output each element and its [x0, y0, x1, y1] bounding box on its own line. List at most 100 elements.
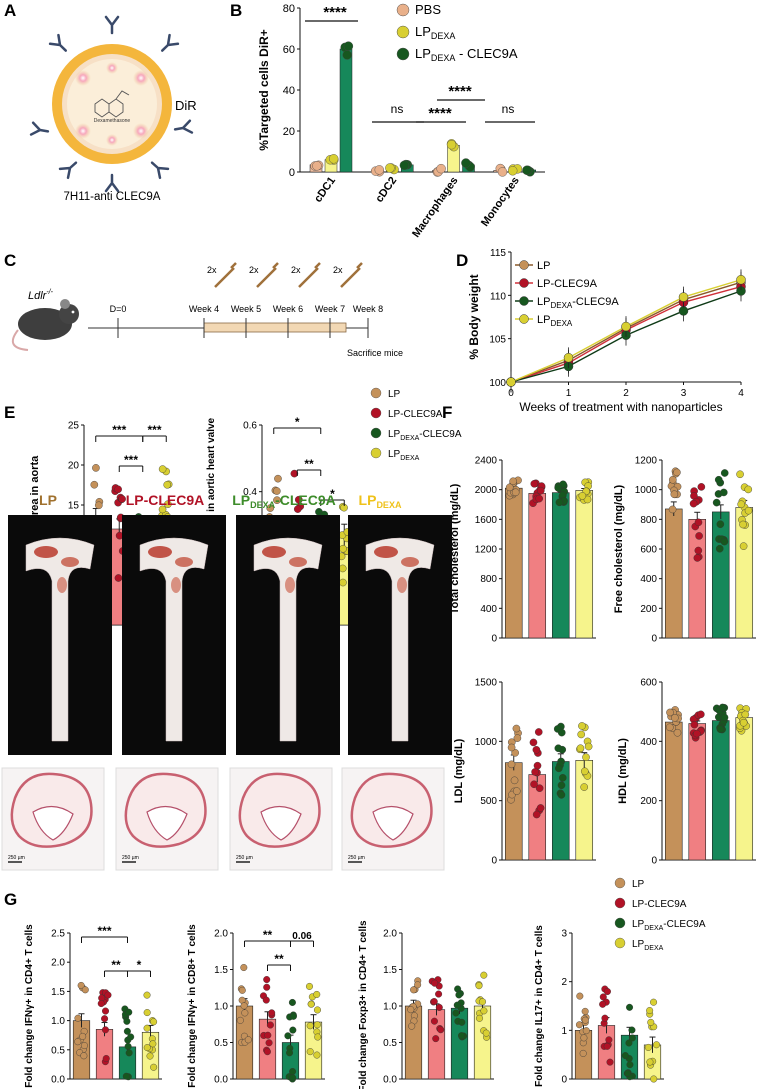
- data-point: [289, 1026, 297, 1034]
- y-tick-label: 0: [651, 634, 657, 645]
- y-tick-label: 600: [640, 545, 657, 556]
- legend-marker: [370, 447, 382, 459]
- data-point: [581, 1007, 589, 1015]
- data-point: [314, 1033, 322, 1041]
- y-tick-label: 100: [489, 378, 506, 389]
- y-tick-label: 1.0: [214, 1002, 228, 1013]
- data-point: [150, 1018, 158, 1026]
- treatment-timeline: Ldlr-/- D=0 Week 4 Week 5 Week 6 Week 7 Week …: [11, 262, 403, 358]
- legend-marker: [396, 3, 410, 17]
- scale-bar-label: 250 µm: [348, 855, 365, 861]
- data-point: [273, 496, 281, 504]
- data-point: [266, 1021, 274, 1029]
- lesion-stain: [171, 577, 181, 593]
- bar: [551, 492, 570, 639]
- data-point: [512, 787, 521, 795]
- antibody-icon: [104, 173, 120, 193]
- image-title-lpdexa-clec9a: LPDEXA-CLEC9A: [232, 492, 336, 510]
- liposome-diagram: Dexamethasone DiR 7H11-anti CLEC9A: [29, 15, 197, 203]
- syringe-icon: [256, 262, 279, 288]
- panel-letter-d: D: [456, 251, 468, 270]
- data-point: [164, 500, 172, 509]
- data-point: [339, 544, 347, 553]
- y-tick-label: 25: [68, 421, 80, 432]
- y-tick-label: 40: [283, 85, 295, 97]
- data-point: [480, 1007, 488, 1015]
- data-point: [555, 498, 564, 507]
- y-axis-label: %Targeted cells DiR+: [257, 29, 271, 151]
- data-point: [497, 167, 508, 177]
- scale-bar-label: 250 µm: [236, 855, 253, 861]
- y-tick-label: 0: [651, 856, 657, 867]
- data-point: [385, 163, 395, 173]
- data-point: [736, 470, 744, 479]
- dir-label: DiR: [175, 98, 197, 113]
- syringe-icon: [298, 262, 321, 288]
- legend-marker: [519, 260, 529, 270]
- data-point: [621, 1052, 629, 1060]
- chart-b-targeted-cells: 0 20 40 60 80 %Targeted cells DiR+ cDC1 cDC2 Mac…: [257, 2, 545, 240]
- data-point: [624, 1069, 632, 1077]
- data-point: [671, 714, 679, 722]
- data-point: [289, 1074, 297, 1082]
- data-point: [576, 744, 585, 753]
- category-label: cDC2: [373, 175, 399, 205]
- legend-label-base: LP: [388, 429, 401, 440]
- data-point: [716, 520, 725, 529]
- data-point: [410, 986, 418, 994]
- data-point: [689, 499, 698, 508]
- data-point: [238, 986, 246, 994]
- data-point: [408, 1022, 416, 1030]
- data-point: [716, 725, 725, 733]
- lesion-stain: [289, 557, 307, 567]
- y-tick-label: 15: [68, 501, 80, 512]
- data-point: [693, 554, 702, 562]
- legend-marker: [614, 897, 626, 909]
- data-point: [399, 160, 410, 171]
- legend-label-sub: DEXA: [644, 925, 663, 932]
- data-point: [264, 1031, 272, 1039]
- data-point: [274, 474, 282, 483]
- data-point: [307, 1000, 315, 1008]
- legend-label: LPDEXA: [537, 314, 573, 328]
- legend-label-sub: DEXA: [550, 301, 572, 310]
- significance-label: ****: [428, 105, 452, 122]
- significance-label: *: [330, 487, 335, 501]
- significance-label: ***: [97, 924, 111, 938]
- legend-marker: [614, 917, 626, 929]
- data-point: [143, 991, 151, 999]
- data-point: [532, 810, 541, 819]
- timeline-ticks: D=0 Week 4 Week 5 Week 6 Week 7 Week 8 2x 2x 2x 2…: [110, 262, 383, 338]
- data-point: [263, 983, 271, 991]
- data-point: [678, 306, 689, 316]
- legend-marker: [396, 47, 410, 61]
- y-tick-label: 1.0: [51, 1016, 65, 1027]
- panel-letter-e: E: [4, 403, 15, 422]
- legend-label-end: - CLEC9A: [455, 46, 517, 61]
- data-point: [163, 481, 172, 489]
- data-point: [626, 1003, 634, 1011]
- data-point: [513, 734, 522, 742]
- bar: [664, 721, 683, 861]
- data-point: [290, 469, 299, 478]
- data-point: [644, 1043, 652, 1051]
- data-point: [158, 465, 167, 473]
- data-point: [114, 574, 123, 582]
- y-tick-label: 0.5: [383, 1038, 397, 1049]
- significance-label: *: [295, 415, 300, 429]
- data-point: [150, 1063, 158, 1071]
- dose-label: 2x: [333, 265, 343, 275]
- legend-label-base: LP: [632, 919, 645, 930]
- chart-g-foxp3-cd4: 0.0 0.5 1.0 1.5 2.0 Fold change Foxp3+ in CD4…: [358, 920, 494, 1089]
- data-point: [558, 774, 567, 782]
- data-point: [646, 1058, 654, 1066]
- data-point: [101, 1015, 109, 1023]
- data-point: [505, 483, 514, 492]
- legend-marker: [370, 407, 382, 419]
- data-point: [294, 495, 303, 504]
- lesion-stain: [148, 546, 172, 558]
- drug-label: Dexamethasone: [94, 118, 131, 124]
- data-point: [430, 1017, 438, 1025]
- data-point: [263, 976, 271, 984]
- data-point: [650, 1075, 658, 1083]
